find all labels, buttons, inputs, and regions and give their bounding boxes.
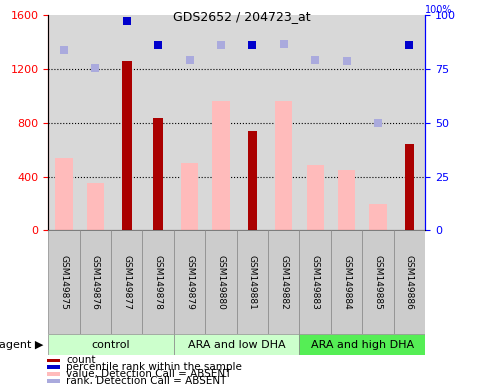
Bar: [181, 163, 198, 230]
FancyBboxPatch shape: [174, 230, 205, 334]
Bar: [87, 184, 104, 230]
Text: GSM149879: GSM149879: [185, 255, 194, 310]
Bar: [248, 131, 257, 230]
FancyBboxPatch shape: [268, 230, 299, 334]
Text: ARA and low DHA: ARA and low DHA: [188, 339, 285, 350]
Bar: [46, 365, 60, 369]
Bar: [307, 165, 324, 230]
FancyBboxPatch shape: [394, 230, 425, 334]
Bar: [46, 359, 60, 362]
FancyBboxPatch shape: [111, 230, 142, 334]
Text: GSM149883: GSM149883: [311, 255, 320, 310]
FancyBboxPatch shape: [331, 230, 362, 334]
Text: value, Detection Call = ABSENT: value, Detection Call = ABSENT: [66, 369, 232, 379]
Bar: [56, 158, 72, 230]
Bar: [213, 101, 229, 230]
Text: GSM149875: GSM149875: [59, 255, 69, 310]
Text: control: control: [92, 339, 130, 350]
FancyBboxPatch shape: [142, 230, 174, 334]
Text: rank, Detection Call = ABSENT: rank, Detection Call = ABSENT: [66, 376, 227, 384]
FancyBboxPatch shape: [299, 230, 331, 334]
FancyBboxPatch shape: [205, 230, 237, 334]
Bar: [46, 379, 60, 382]
Bar: [338, 170, 355, 230]
Text: GSM149881: GSM149881: [248, 255, 257, 310]
Text: percentile rank within the sample: percentile rank within the sample: [66, 362, 242, 372]
Text: GSM149878: GSM149878: [154, 255, 163, 310]
Text: GDS2652 / 204723_at: GDS2652 / 204723_at: [173, 10, 310, 23]
Text: agent ▶: agent ▶: [0, 339, 43, 350]
Bar: [275, 101, 292, 230]
FancyBboxPatch shape: [362, 230, 394, 334]
FancyBboxPatch shape: [80, 230, 111, 334]
Text: GSM149876: GSM149876: [91, 255, 100, 310]
Text: GSM149884: GSM149884: [342, 255, 351, 310]
Text: ARA and high DHA: ARA and high DHA: [311, 339, 414, 350]
Text: GSM149877: GSM149877: [122, 255, 131, 310]
FancyBboxPatch shape: [237, 230, 268, 334]
Text: 100%: 100%: [425, 5, 453, 15]
Bar: [122, 61, 131, 230]
Bar: [369, 204, 386, 230]
Bar: [46, 372, 60, 376]
Text: GSM149880: GSM149880: [216, 255, 226, 310]
Text: GSM149882: GSM149882: [279, 255, 288, 310]
FancyBboxPatch shape: [48, 334, 174, 355]
Text: count: count: [66, 356, 96, 366]
FancyBboxPatch shape: [48, 230, 80, 334]
FancyBboxPatch shape: [174, 334, 299, 355]
Text: GSM149886: GSM149886: [405, 255, 414, 310]
Bar: [154, 118, 163, 230]
Text: GSM149885: GSM149885: [373, 255, 383, 310]
Bar: [405, 144, 414, 230]
FancyBboxPatch shape: [299, 334, 425, 355]
